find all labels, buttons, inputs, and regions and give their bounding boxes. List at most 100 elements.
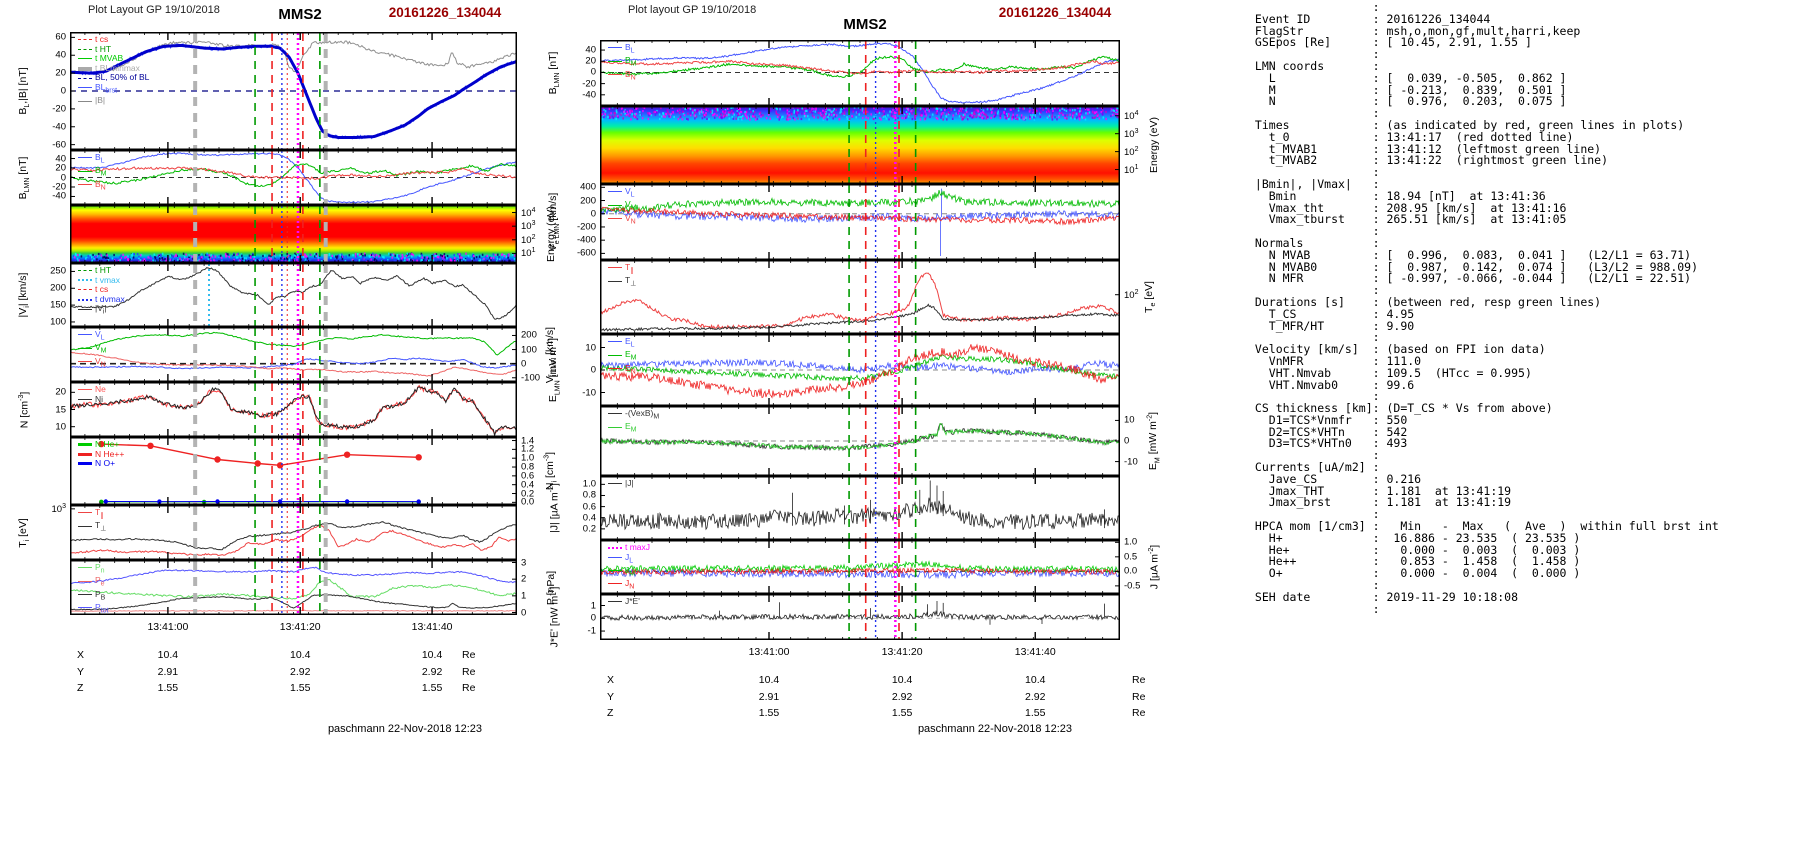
- legend-label: t HT: [95, 265, 112, 275]
- legend-entry: T⊥: [78, 520, 106, 534]
- legend-label: t MVAB: [95, 53, 124, 64]
- ephemeris-unit: Re: [1132, 707, 1146, 719]
- legend-entry: T∥: [78, 507, 106, 521]
- ephemeris-unit: Re: [462, 665, 476, 678]
- legend-label: VL: [95, 329, 105, 342]
- ephemeris-unit: Re: [462, 682, 476, 694]
- y-axis-label: N [cm-3]: [17, 391, 31, 428]
- y-tick-label-right: 0: [521, 358, 527, 370]
- y-tick-label: -60: [52, 139, 66, 151]
- legend-label: T⊥: [625, 275, 637, 288]
- legend-label: -(VexB)M: [625, 408, 660, 421]
- legend-entry: Pn: [78, 562, 108, 576]
- ephemeris-value: 2.92: [289, 665, 311, 678]
- event-info-text: : Event ID : 20161226_134044 FlagStr : m…: [1254, 0, 1719, 616]
- ephemeris-value: 2.92: [1025, 690, 1046, 703]
- y-tick-label-right: 0.8: [521, 461, 535, 473]
- legend-line-sample: [608, 583, 622, 585]
- y-tick-label: -20: [52, 181, 66, 193]
- legend-line-sample: [608, 546, 622, 549]
- ephemeris-value: 1.55: [758, 707, 780, 719]
- y-tick-label-right: 3: [521, 557, 527, 568]
- legend-entry: VL: [78, 329, 107, 343]
- legend-line-sample: [78, 567, 92, 569]
- y-tick-label: -20: [52, 103, 66, 115]
- legend-entry: VM: [78, 342, 107, 356]
- plot-panel-7: 1.0 0.5 0.0 -0.5 J [µA m-2] t maxJ JL JM JN: [600, 537, 1160, 594]
- legend-label: VM: [625, 199, 637, 212]
- y-tick-label-right: 2: [521, 573, 527, 585]
- legend-label: BM: [625, 55, 637, 68]
- legend-entry: JN: [608, 578, 650, 592]
- electron-burst-figure: Plot layout GP 19/10/2018 MMS2 20161226_…: [545, 0, 1205, 841]
- legend-line-sample: [608, 191, 622, 193]
- legend-label: BN: [625, 68, 636, 82]
- event-id-label: 20161226_134044: [388, 5, 502, 20]
- y-tick-label: 20: [55, 386, 66, 398]
- ephemeris-value: 10.4: [157, 649, 179, 661]
- y-tick-label: -40: [52, 190, 66, 202]
- legend-entry: t maxJ: [608, 542, 651, 553]
- panel-legend: Pn Pe PB Ptot: [78, 562, 108, 616]
- ephemeris-value: 2.92: [891, 690, 913, 703]
- legend-entry: BM: [78, 165, 107, 179]
- panel-legend: T∥ T⊥: [78, 507, 106, 535]
- ephemeris-unit: Re: [1132, 690, 1146, 703]
- panel-plot-svg: [70, 263, 517, 327]
- legend-entry: -(VexB)M: [608, 408, 660, 422]
- legend-entry: T∥: [608, 262, 636, 276]
- legend-label: BLbrst: [95, 81, 118, 95]
- panel-plot-svg: [70, 205, 517, 263]
- y-tick-label-right: 0: [1124, 435, 1130, 447]
- y-tick-label-right: 1.0: [521, 452, 535, 464]
- y-tick-label: 10: [55, 421, 66, 433]
- legend-label: t vmax: [95, 274, 121, 285]
- y-tick-label-right: 0.0: [521, 496, 535, 508]
- panel-legend: -(VexB)M EM: [608, 408, 660, 436]
- panel-plot-svg: [600, 184, 1120, 260]
- time-tick-label: 13:41:00: [748, 646, 790, 658]
- legend-line-sample: [78, 100, 92, 102]
- legend-label: PB: [95, 588, 106, 602]
- legend-line-sample: [78, 580, 92, 582]
- legend-entry: BN: [78, 178, 107, 193]
- ephemeris-value: 2.91: [758, 690, 780, 703]
- legend-entry: EN: [608, 363, 637, 377]
- panel-legend: Ne Ni: [78, 384, 106, 404]
- legend-line-sample: [78, 289, 92, 291]
- legend-label: BM: [95, 165, 107, 178]
- y-axis-label: BLMN [nT]: [546, 51, 562, 95]
- legend-label: T∥: [95, 507, 104, 520]
- y-tick-label: -10: [582, 387, 596, 398]
- panel-legend: VL VM VN: [78, 329, 107, 370]
- y-axis-label: J*E' [nW m-3]: [547, 586, 561, 648]
- legend-label: Ne: [95, 384, 106, 394]
- y-tick-label: 40: [55, 153, 66, 165]
- legend-entry: J*E': [608, 596, 640, 607]
- legend-line-sample: [78, 334, 92, 336]
- y-tick-label: 0: [590, 612, 596, 624]
- y-tick-label: 0.6: [582, 501, 596, 513]
- legend-label: t cs: [95, 34, 109, 44]
- legend-entry: T⊥: [608, 275, 637, 289]
- legend-line-sample: [78, 347, 92, 349]
- y-tick-label: -40: [52, 121, 66, 133]
- legend-label: VM: [95, 342, 107, 355]
- y-tick-label: 0: [590, 208, 596, 220]
- legend-entry: VM: [608, 199, 637, 213]
- y-tick-label: 10: [585, 342, 596, 353]
- y-tick-label: 0: [60, 172, 66, 183]
- legend-line-sample: [78, 308, 92, 310]
- y-tick-label-right: 101: [521, 247, 536, 260]
- legend-label: t BLminmax: [95, 62, 140, 73]
- legend-label: t dvmax: [95, 293, 125, 304]
- plot-layout-label: Plot layout GP 19/10/2018: [628, 4, 757, 16]
- panel-legend: EL EM EN: [608, 336, 637, 377]
- legend-entry: Ptot: [78, 602, 108, 616]
- y-tick-label: 1.0: [582, 478, 596, 490]
- legend-label: t maxJ: [625, 542, 651, 552]
- legend-label: BN: [95, 178, 106, 192]
- legend-line-sample: [608, 556, 622, 558]
- panel-plot-svg: [70, 150, 517, 205]
- ephemeris-value: 1.55: [289, 682, 311, 694]
